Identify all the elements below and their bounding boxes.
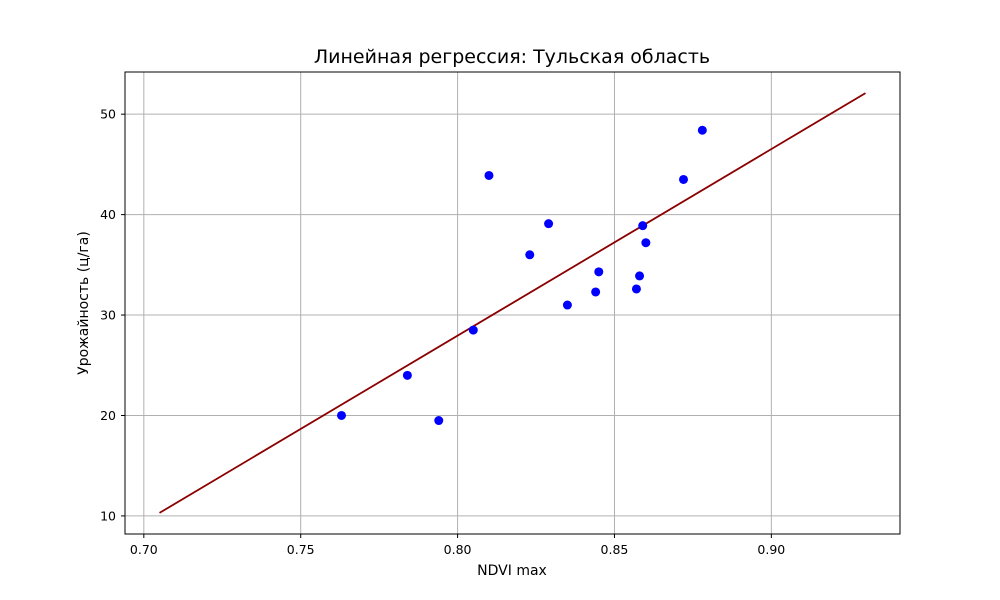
scatter-point (679, 174, 689, 184)
chart-title: Линейная регрессия: Тульская область (314, 46, 710, 68)
y-tick-label: 40 (100, 207, 116, 222)
scatter-point (525, 250, 535, 260)
y-tick-label: 30 (100, 308, 116, 323)
regression-line-layer (159, 92, 866, 514)
scatter-points (336, 125, 707, 426)
x-tick-label: 0.70 (130, 542, 158, 557)
regression-line (159, 92, 866, 514)
y-tick-label: 10 (100, 508, 116, 523)
scatter-point (635, 271, 645, 281)
y-tick-label: 20 (100, 408, 116, 423)
x-axis-ticks: 0.70 0.75 0.80 0.85 0.90 (130, 534, 785, 557)
grid (125, 72, 900, 534)
scatter-point (562, 300, 572, 310)
scatter-point (402, 370, 412, 380)
scatter-point (484, 170, 494, 180)
x-tick-label: 0.85 (601, 542, 629, 557)
y-axis-ticks: 10 20 30 40 50 (100, 107, 125, 523)
scatter-point (591, 287, 601, 297)
y-axis-label: Урожайность (ц/га) (76, 231, 92, 375)
scatter-point (631, 284, 641, 294)
x-axis-label: NDVI max (477, 563, 547, 579)
y-tick-label: 50 (100, 107, 116, 122)
scatter-point (468, 325, 478, 335)
scatter-point (697, 125, 707, 135)
x-tick-label: 0.90 (757, 542, 785, 557)
x-tick-label: 0.80 (444, 542, 472, 557)
scatter-point (434, 416, 444, 426)
x-tick-label: 0.75 (287, 542, 315, 557)
scatter-point (641, 238, 651, 248)
scatter-point (336, 410, 346, 420)
scatter-point (594, 267, 604, 277)
plot-frame (124, 71, 901, 535)
scatter-point (638, 221, 648, 231)
scatter-point (544, 219, 554, 229)
